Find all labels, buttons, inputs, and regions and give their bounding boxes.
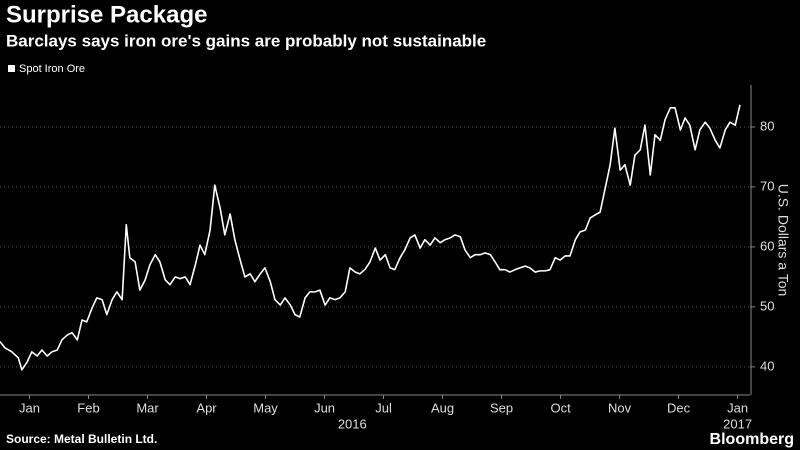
y-axis-label: U.S. Dollars a Ton xyxy=(775,184,791,297)
x-tick-label: Mar xyxy=(136,400,159,415)
x-tick-label: Jan xyxy=(19,400,40,415)
chart-title: Surprise Package xyxy=(6,1,207,28)
legend-swatch xyxy=(8,65,15,72)
chart-subtitle: Barclays says iron ore's gains are proba… xyxy=(6,31,486,50)
brand: Bloomberg xyxy=(710,431,794,448)
x-tick-label: Sep xyxy=(490,400,513,415)
x-tick-label: May xyxy=(253,400,278,415)
y-tick-label: 60 xyxy=(760,238,774,253)
y-tick-label: 50 xyxy=(760,298,774,313)
x-tick-label: Apr xyxy=(196,400,217,415)
x-tick-label: Aug xyxy=(431,400,454,415)
y-tick-label: 80 xyxy=(760,118,774,133)
source: Source: Metal Bulletin Ltd. xyxy=(6,432,157,446)
x-tick-label: Jun xyxy=(314,400,335,415)
x-tick-label: Jul xyxy=(375,400,392,415)
x-tick-label: Dec xyxy=(667,400,691,415)
x-group-label: 2017 xyxy=(723,416,752,431)
series-line xyxy=(0,104,741,371)
x-group-label: 2016 xyxy=(338,416,367,431)
y-tick-label: 40 xyxy=(760,358,774,373)
x-tick-label: Jan xyxy=(727,400,748,415)
x-tick-label: Nov xyxy=(608,400,632,415)
x-tick-label: Oct xyxy=(550,400,571,415)
y-tick-label: 70 xyxy=(760,178,774,193)
x-tick-label: Feb xyxy=(77,400,99,415)
legend-label: Spot Iron Ore xyxy=(19,63,85,75)
